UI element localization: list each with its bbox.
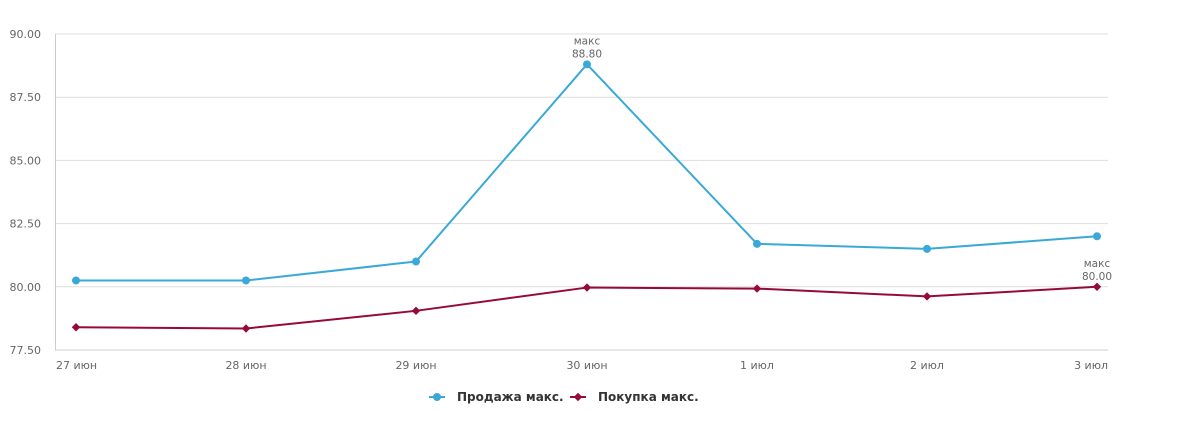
data-point[interactable] bbox=[241, 324, 251, 333]
legend-label: Продажа макс. bbox=[457, 390, 564, 404]
data-point[interactable] bbox=[922, 292, 932, 301]
legend-marker bbox=[433, 393, 441, 401]
annotation-value: 80.00 bbox=[1082, 271, 1112, 283]
y-tick-label: 82.50 bbox=[10, 218, 42, 231]
data-point[interactable] bbox=[72, 276, 80, 285]
x-tick-label: 29 июн bbox=[395, 359, 436, 372]
legend-label: Покупка макс. bbox=[598, 390, 699, 404]
data-point[interactable] bbox=[411, 306, 421, 316]
data-point[interactable] bbox=[752, 284, 762, 293]
data-point[interactable] bbox=[753, 239, 761, 248]
data-point[interactable] bbox=[923, 244, 931, 253]
y-tick-label: 77.50 bbox=[10, 344, 42, 357]
data-point[interactable] bbox=[412, 257, 420, 266]
y-tick-label: 80.00 bbox=[10, 281, 42, 294]
series-group bbox=[71, 60, 1102, 333]
x-tick-label: 1 июл bbox=[740, 359, 774, 372]
series-line-1 bbox=[75, 285, 1098, 330]
x-tick-label: 27 июн bbox=[56, 359, 97, 372]
data-point[interactable] bbox=[1092, 282, 1102, 291]
x-tick-label: 28 июн bbox=[225, 359, 266, 372]
y-axis: 77.50 80.00 82.50 85.00 87.50 90.00 bbox=[10, 28, 56, 357]
annotation-label: макс bbox=[574, 35, 601, 47]
x-tick-label: 30 июн bbox=[566, 359, 607, 372]
annotation-value: 88.80 bbox=[572, 48, 602, 60]
x-axis: 27 июн 28 июн 29 июн 30 июн 1 июл 2 июл 3 июл bbox=[56, 359, 1108, 372]
legend-item-0[interactable]: Продажа макс. bbox=[429, 390, 564, 404]
legend[interactable]: Продажа макс. Покупка макс. bbox=[429, 390, 699, 404]
data-point[interactable] bbox=[582, 283, 592, 292]
x-tick-label: 2 июл bbox=[910, 359, 944, 372]
legend-marker bbox=[573, 392, 583, 402]
data-point[interactable] bbox=[71, 323, 81, 332]
grid-lines bbox=[55, 33, 1108, 351]
data-point[interactable] bbox=[242, 276, 250, 285]
x-tick-label: 3 июл bbox=[1074, 359, 1108, 372]
y-tick-label: 87.50 bbox=[10, 91, 42, 104]
data-point[interactable] bbox=[1093, 232, 1101, 241]
annotation-label: макс bbox=[1084, 258, 1111, 270]
legend-item-1[interactable]: Покупка макс. bbox=[570, 390, 699, 404]
data-point[interactable] bbox=[583, 60, 591, 69]
y-tick-label: 85.00 bbox=[10, 154, 42, 167]
y-tick-label: 90.00 bbox=[10, 28, 42, 41]
